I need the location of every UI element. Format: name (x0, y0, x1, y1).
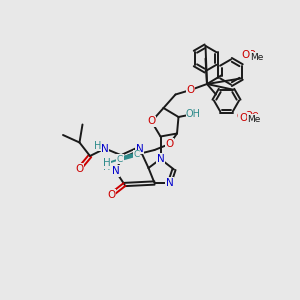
Text: O: O (165, 139, 174, 149)
Text: -O: -O (250, 52, 260, 61)
Text: O: O (236, 112, 244, 122)
Text: N: N (166, 178, 173, 188)
Text: O: O (75, 164, 84, 174)
Text: -O: -O (250, 112, 260, 121)
Text: N: N (157, 154, 164, 164)
Text: Me: Me (247, 115, 260, 124)
Text: N: N (101, 143, 109, 154)
Text: O: O (244, 52, 251, 61)
Text: H: H (94, 140, 101, 151)
Text: C: C (134, 150, 140, 159)
Text: C: C (117, 154, 123, 164)
Text: Me: Me (250, 52, 263, 62)
Text: O: O (107, 190, 115, 200)
Text: O: O (248, 50, 256, 60)
Text: N: N (112, 166, 119, 176)
Text: H: H (103, 161, 111, 172)
Text: O: O (244, 111, 253, 122)
Text: N: N (136, 143, 143, 154)
Text: H: H (103, 158, 110, 169)
Text: O: O (239, 112, 247, 123)
Text: O: O (147, 116, 156, 127)
Text: OH: OH (186, 109, 201, 119)
Text: O: O (186, 85, 195, 95)
Text: -: - (256, 52, 259, 62)
Text: O: O (242, 50, 250, 61)
Text: -: - (256, 52, 260, 62)
